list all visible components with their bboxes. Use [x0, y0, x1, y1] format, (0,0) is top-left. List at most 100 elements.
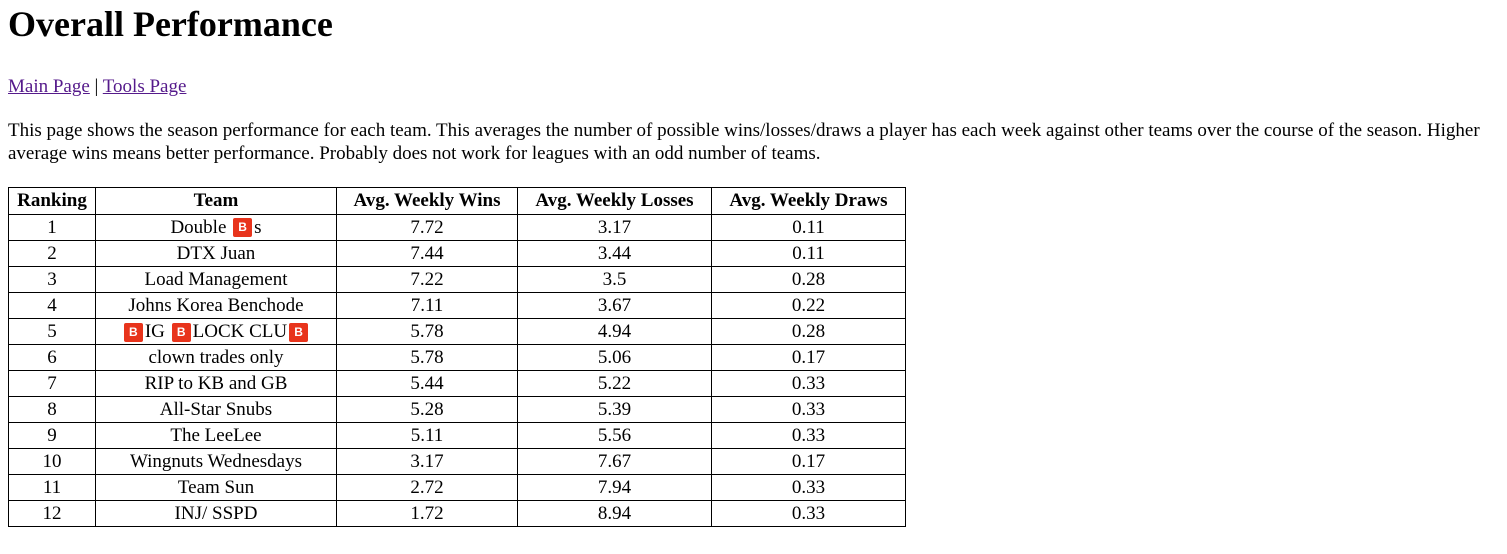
table-row: 4 Johns Korea Benchode 7.11 3.67 0.22	[8, 292, 906, 319]
cell-avg-weekly-wins: 7.44	[336, 240, 518, 267]
cell-ranking: 11	[8, 474, 96, 501]
cell-team: Wingnuts Wednesdays	[95, 448, 337, 475]
table-row: 12 INJ/ SSPD 1.72 8.94 0.33	[8, 500, 906, 527]
cell-avg-weekly-wins: 1.72	[336, 500, 518, 527]
cell-team: Team Sun	[95, 474, 337, 501]
cell-avg-weekly-wins: 2.72	[336, 474, 518, 501]
cell-avg-weekly-draws: 0.33	[711, 474, 906, 501]
team-name-text: The LeeLee	[170, 424, 262, 446]
team-name: DTX Juan	[177, 243, 256, 265]
team-name-text: RIP to KB and GB	[144, 372, 288, 394]
cell-avg-weekly-wins: 3.17	[336, 448, 518, 475]
cell-team: Johns Korea Benchode	[95, 292, 337, 319]
cell-avg-weekly-draws: 0.17	[711, 344, 906, 371]
header-avg-weekly-wins: Avg. Weekly Wins	[336, 187, 518, 215]
table-row: 11 Team Sun 2.72 7.94 0.33	[8, 474, 906, 501]
cell-avg-weekly-wins: 5.11	[336, 422, 518, 449]
cell-ranking: 6	[8, 344, 96, 371]
header-avg-weekly-draws: Avg. Weekly Draws	[711, 187, 906, 215]
table-row: 9 The LeeLee 5.11 5.56 0.33	[8, 422, 906, 449]
b-button-emoji-icon: B	[171, 322, 191, 342]
cell-avg-weekly-losses: 5.39	[517, 396, 712, 423]
cell-avg-weekly-wins: 5.78	[336, 318, 518, 345]
cell-avg-weekly-losses: 5.22	[517, 370, 712, 397]
cell-ranking: 8	[8, 396, 96, 423]
cell-avg-weekly-losses: 3.44	[517, 240, 712, 267]
team-name-text: INJ/ SSPD	[174, 502, 258, 524]
cell-team: INJ/ SSPD	[95, 500, 337, 527]
page-title: Overall Performance	[8, 4, 333, 44]
team-name: INJ/ SSPD	[175, 503, 258, 525]
table-row: 3 Load Management 7.22 3.5 0.28	[8, 266, 906, 293]
team-name-text: Johns Korea Benchode	[128, 294, 304, 316]
cell-avg-weekly-draws: 0.33	[711, 422, 906, 449]
cell-ranking: 2	[8, 240, 96, 267]
cell-team: Load Management	[95, 266, 337, 293]
cell-team: B IG B LOCK CLU B	[95, 318, 337, 345]
team-name-text: All-Star Snubs	[159, 398, 273, 420]
cell-avg-weekly-wins: 7.22	[336, 266, 518, 293]
team-name-text: DTX Juan	[176, 242, 256, 264]
team-name: Johns Korea Benchode	[128, 295, 303, 317]
table-row: 5 B IG B LOCK CLU B 5.78 4.94 0.28	[8, 318, 906, 345]
cell-avg-weekly-draws: 0.11	[711, 214, 906, 241]
cell-team: RIP to KB and GB	[95, 370, 337, 397]
header-avg-weekly-losses: Avg. Weekly Losses	[517, 187, 712, 215]
cell-ranking: 4	[8, 292, 96, 319]
cell-avg-weekly-draws: 0.17	[711, 448, 906, 475]
cell-avg-weekly-wins: 7.11	[336, 292, 518, 319]
cell-avg-weekly-losses: 3.67	[517, 292, 712, 319]
cell-avg-weekly-losses: 7.67	[517, 448, 712, 475]
cell-avg-weekly-losses: 3.5	[517, 266, 712, 293]
performance-table: Ranking Team Avg. Weekly Wins Avg. Weekl…	[8, 187, 906, 527]
header-team: Team	[95, 187, 337, 215]
cell-ranking: 1	[8, 214, 96, 241]
main-page-link[interactable]: Main Page	[8, 76, 90, 97]
nav-separator: |	[94, 76, 99, 97]
cell-avg-weekly-wins: 5.28	[336, 396, 518, 423]
team-name-text: Double	[170, 216, 232, 238]
table-row: 8 All-Star Snubs 5.28 5.39 0.33	[8, 396, 906, 423]
cell-avg-weekly-draws: 0.33	[711, 370, 906, 397]
team-name-text: Team Sun	[177, 476, 255, 498]
cell-team: DTX Juan	[95, 240, 337, 267]
cell-team: clown trades only	[95, 344, 337, 371]
cell-ranking: 10	[8, 448, 96, 475]
team-name: B IG B LOCK CLU B	[122, 321, 310, 343]
table-header-row: Ranking Team Avg. Weekly Wins Avg. Weekl…	[8, 187, 906, 215]
b-button-emoji-icon: B	[123, 322, 143, 342]
cell-avg-weekly-draws: 0.28	[711, 266, 906, 293]
cell-team: The LeeLee	[95, 422, 337, 449]
cell-avg-weekly-wins: 5.44	[336, 370, 518, 397]
team-name: Wingnuts Wednesdays	[130, 451, 302, 473]
cell-ranking: 3	[8, 266, 96, 293]
cell-ranking: 12	[8, 500, 96, 527]
nav-links: Main Page | Tools Page	[8, 76, 1499, 98]
team-name: clown trades only	[148, 347, 283, 369]
cell-ranking: 9	[8, 422, 96, 449]
table-row: 7 RIP to KB and GB 5.44 5.22 0.33	[8, 370, 906, 397]
team-name: Team Sun	[178, 477, 254, 499]
team-name-text: clown trades only	[148, 346, 284, 368]
cell-avg-weekly-draws: 0.33	[711, 396, 906, 423]
cell-avg-weekly-draws: 0.28	[711, 318, 906, 345]
b-button-emoji-icon: B	[289, 322, 309, 342]
team-name: RIP to KB and GB	[145, 373, 288, 395]
tools-page-link[interactable]: Tools Page	[102, 76, 187, 97]
team-name-text: s	[254, 216, 262, 238]
team-name-text: Wingnuts Wednesdays	[129, 450, 303, 472]
page-description: This page shows the season performance f…	[8, 120, 1480, 164]
b-button-emoji-icon: B	[233, 218, 253, 237]
cell-avg-weekly-losses: 7.94	[517, 474, 712, 501]
cell-ranking: 7	[8, 370, 96, 397]
table-row: 2 DTX Juan 7.44 3.44 0.11	[8, 240, 906, 267]
team-name: Load Management	[145, 269, 288, 291]
team-name-text: LOCK CLU	[192, 321, 288, 343]
cell-avg-weekly-losses: 4.94	[517, 318, 712, 345]
cell-avg-weekly-losses: 3.17	[517, 214, 712, 241]
cell-avg-weekly-draws: 0.11	[711, 240, 906, 267]
team-name: The LeeLee	[170, 425, 261, 447]
